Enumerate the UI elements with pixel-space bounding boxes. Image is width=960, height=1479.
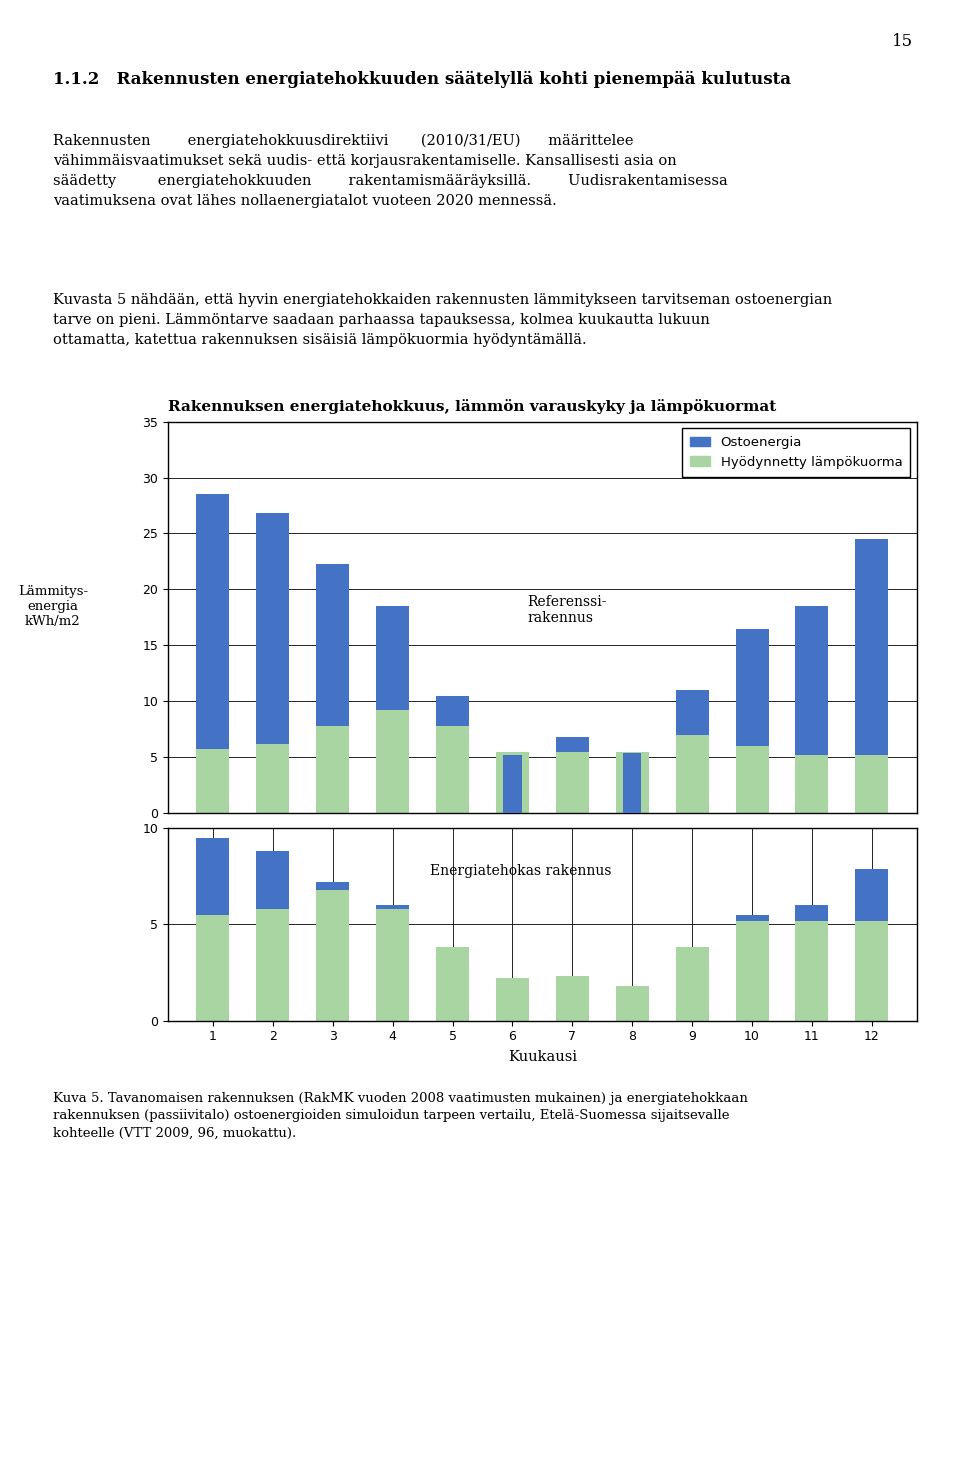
Bar [735, 747, 769, 813]
Bar [796, 920, 828, 1021]
Bar [316, 881, 349, 890]
Bar [256, 910, 289, 1021]
Bar [436, 948, 469, 1021]
Text: Kuva 5. Tavanomaisen rakennuksen (RakMK vuoden 2008 vaatimusten mukainen) ja ene: Kuva 5. Tavanomaisen rakennuksen (RakMK … [53, 1092, 748, 1139]
Text: Kuvasta 5 nähdään, että hyvin energiatehokkaiden rakennusten lämmitykseen tarvit: Kuvasta 5 nähdään, että hyvin energiateh… [53, 293, 832, 348]
Bar [556, 751, 588, 813]
Bar [503, 756, 521, 813]
Bar [436, 695, 469, 726]
Bar [316, 726, 349, 813]
Text: Energiatehokas rakennus: Energiatehokas rakennus [430, 864, 612, 877]
Bar [615, 986, 649, 1021]
Bar [496, 978, 529, 1021]
Text: Lämmitys-
energia
kWh/m2: Lämmitys- energia kWh/m2 [17, 584, 88, 629]
Bar [855, 868, 888, 920]
Bar [855, 538, 888, 756]
Bar [855, 920, 888, 1021]
Bar [855, 756, 888, 813]
Bar [376, 910, 409, 1021]
Bar [623, 753, 641, 813]
Bar [796, 606, 828, 756]
Bar [197, 914, 229, 1021]
Bar [256, 744, 289, 813]
Bar [676, 948, 708, 1021]
Legend: Ostoenergia, Hyödynnetty lämpökuorma: Ostoenergia, Hyödynnetty lämpökuorma [683, 427, 910, 476]
Text: 15: 15 [892, 33, 913, 50]
Bar [796, 756, 828, 813]
Bar [496, 751, 529, 813]
Bar [556, 976, 588, 1021]
Bar [735, 914, 769, 920]
Bar [676, 691, 708, 735]
Bar [376, 905, 409, 910]
Bar [796, 905, 828, 920]
Bar [316, 563, 349, 726]
Text: Rakennuksen energiatehokkuus, lämmön varauskyky ja lämpökuormat: Rakennuksen energiatehokkuus, lämmön var… [168, 399, 777, 414]
Bar [556, 738, 588, 751]
Bar [256, 852, 289, 910]
Bar [735, 629, 769, 747]
Bar [376, 710, 409, 813]
Bar [676, 735, 708, 813]
Bar [197, 494, 229, 748]
Bar [735, 920, 769, 1021]
Bar [256, 513, 289, 744]
Text: Rakennusten        energiatehokkuusdirektiivi       (2010/31/EU)      määrittele: Rakennusten energiatehokkuusdirektiivi (… [53, 133, 728, 207]
Text: Kuukausi: Kuukausi [508, 1050, 577, 1063]
Text: Referenssi-
rakennus: Referenssi- rakennus [527, 595, 607, 624]
Bar [197, 837, 229, 914]
Bar [615, 751, 649, 813]
Text: 1.1.2   Rakennusten energiatehokkuuden säätelyllä kohti pienempää kulutusta: 1.1.2 Rakennusten energiatehokkuuden sää… [53, 71, 791, 89]
Bar [197, 748, 229, 813]
Bar [436, 726, 469, 813]
Bar [376, 606, 409, 710]
Bar [316, 890, 349, 1021]
